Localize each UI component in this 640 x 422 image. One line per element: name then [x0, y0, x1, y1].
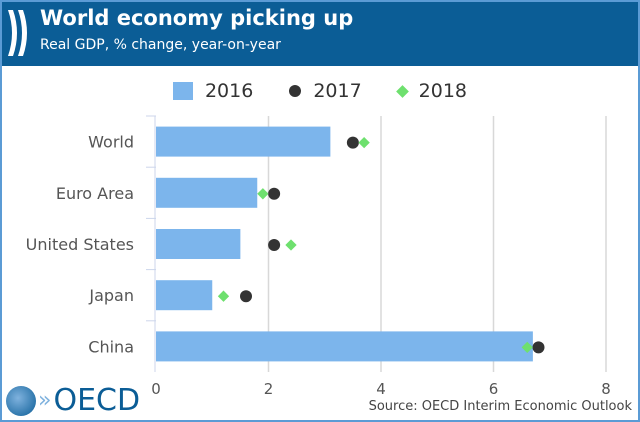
legend-item-2017[interactable]: 2017 [289, 80, 362, 102]
x-tick-label: 2 [264, 380, 274, 398]
dot-2017 [240, 290, 252, 303]
chart-title: World economy picking up [40, 6, 354, 30]
dot-swatch-icon [289, 85, 302, 97]
diamond-2018 [217, 290, 230, 302]
dot-2017 [532, 341, 545, 354]
x-tick-label: 4 [376, 380, 386, 398]
x-tick-label: 6 [489, 380, 499, 398]
x-tick-label: 8 [601, 380, 611, 398]
source-note: Source: OECD Interim Economic Outlook [368, 399, 632, 414]
diamond-2018 [257, 188, 269, 200]
bar-2016 [156, 177, 258, 208]
bar-swatch-icon [172, 82, 193, 100]
y-category-label: Japan [88, 286, 134, 305]
bar-2016 [156, 229, 241, 259]
dot-2017 [268, 239, 281, 251]
diamond-2018 [285, 239, 297, 251]
bar-2016 [156, 126, 331, 157]
diamond-2018 [521, 341, 533, 354]
diamond-2018 [358, 136, 370, 149]
dot-2017 [346, 136, 359, 149]
globe-icon [6, 385, 36, 416]
dot-2017 [268, 187, 281, 200]
oecd-chevrons-icon [8, 10, 27, 56]
x-tick-label: 0 [151, 380, 161, 398]
chart-header: World economy picking up Real GDP, % cha… [0, 0, 640, 66]
oecd-logo: » OECD [6, 383, 140, 418]
legend-item-2018[interactable]: 2018 [395, 80, 467, 102]
bar-2016 [156, 280, 213, 311]
legend-item-2016[interactable]: 2016 [172, 80, 253, 102]
bar-2016 [156, 331, 533, 362]
chart-subtitle: Real GDP, % change, year-on-year [40, 37, 281, 53]
chevrons-icon: » [38, 388, 52, 413]
y-category-label: Euro Area [56, 184, 134, 203]
legend: 2016 2017 2018 [0, 80, 640, 102]
y-category-label: United States [26, 235, 134, 254]
y-category-label: China [88, 337, 134, 356]
y-category-label: World [88, 133, 134, 152]
